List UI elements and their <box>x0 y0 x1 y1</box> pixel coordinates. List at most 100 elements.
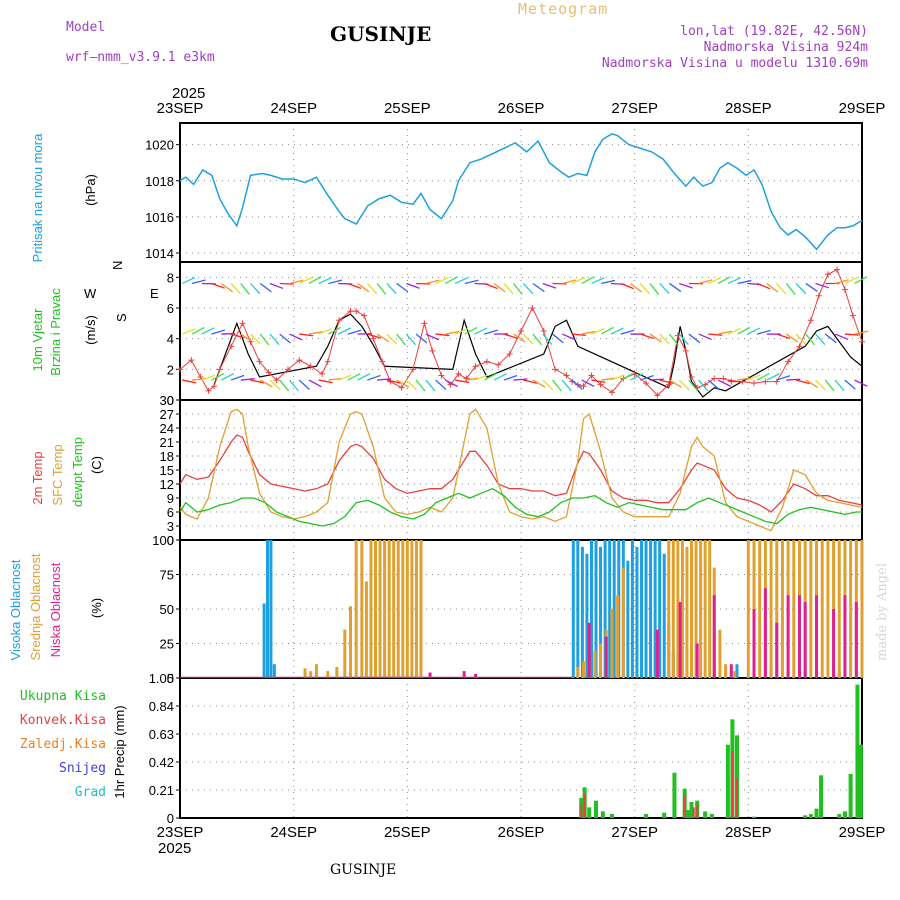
y-tick-label: 15 <box>160 463 174 478</box>
y-tick-label: 1016 <box>145 210 174 225</box>
cloud-bar <box>599 546 603 678</box>
wind-direction-arrow <box>289 333 303 341</box>
wind-speed-point <box>597 381 604 388</box>
wind-direction-arrow <box>785 333 799 343</box>
cloud-bar <box>685 546 689 678</box>
cloud-bar <box>396 540 400 678</box>
precip-bar <box>583 794 586 818</box>
wind-direction-arrow <box>844 333 859 336</box>
cloud-bar <box>474 673 478 678</box>
y-tick-label: 0.63 <box>149 727 174 742</box>
y-tick-label: 1014 <box>145 246 174 261</box>
wind-speed-point <box>472 363 479 370</box>
wind-direction-arrow <box>786 378 801 381</box>
wind-direction-arrow <box>289 279 304 285</box>
temp-unit-label: (C) <box>89 456 104 474</box>
precip-legend-item: Ukupna Kisa <box>20 689 106 704</box>
cloud-bar <box>820 540 824 678</box>
cloud-bar <box>582 661 586 678</box>
wind-direction-arrow <box>522 333 534 345</box>
wind-direction-arrow <box>776 283 787 295</box>
cloud-bar <box>374 540 378 678</box>
cloud-bar <box>326 671 330 678</box>
lonlat-label: lon,lat (19.82E, 42.56N) <box>680 24 868 39</box>
cloud-bar <box>599 643 603 678</box>
precip-unit-label: 1hr Precip (mm) <box>112 705 127 798</box>
wind-direction-arrow <box>678 379 690 391</box>
cloud-bar <box>854 602 858 678</box>
wind-direction-arrow <box>707 379 720 390</box>
cloud-bar <box>309 671 313 678</box>
page-title: GUSINJE <box>330 22 432 46</box>
wind-direction-arrow <box>474 374 488 381</box>
cloud-bar <box>803 602 807 678</box>
cloud-bar <box>410 540 414 678</box>
cloud-bar <box>832 609 836 678</box>
wind-speed-point <box>361 312 368 319</box>
wind-direction-arrow <box>279 379 290 392</box>
wind-direction-arrow <box>484 329 498 335</box>
wind-direction-arrow <box>688 333 701 344</box>
cloud-bar <box>383 540 387 678</box>
cloud-bar <box>653 540 657 678</box>
wind-gust-line <box>213 313 863 398</box>
wind-direction-arrow <box>513 333 526 343</box>
cloud-bar <box>735 664 739 678</box>
watermark: made by Angel <box>875 563 890 661</box>
pressure-side-label: Pritisak na nivou mora <box>30 133 45 262</box>
wind-direction-arrow <box>844 276 858 285</box>
precip-bar <box>662 812 667 818</box>
cloud-bar <box>676 540 680 678</box>
wind-direction-arrow <box>415 333 428 344</box>
compass-s: S <box>114 313 129 322</box>
y-tick-label: 75 <box>160 568 174 583</box>
wind-direction-arrow <box>201 327 215 335</box>
wind-direction-arrow <box>259 282 272 293</box>
cloud-bar <box>585 553 589 678</box>
wind-direction-arrow <box>201 374 216 381</box>
wind-direction-arrow <box>328 279 343 285</box>
wind-direction-arrow <box>220 282 233 293</box>
wind-direction-arrow <box>269 333 280 346</box>
wind-speed-point <box>228 343 235 350</box>
wind-direction-arrow <box>756 329 771 335</box>
wind-speed-point <box>398 384 405 391</box>
precip-bar <box>858 744 863 818</box>
cloud-bar <box>354 540 358 678</box>
wind-speed-point <box>796 343 803 350</box>
y-tick-label: 4 <box>167 332 174 347</box>
wind-direction-arrow <box>396 333 406 346</box>
wind-direction-arrow <box>805 282 818 292</box>
wind-direction-arrow <box>347 329 362 335</box>
x-tick-label-top: 24SEP <box>270 100 317 117</box>
wind-direction-arrow <box>464 377 479 381</box>
wind-direction-arrow <box>337 327 352 335</box>
wind-direction-arrow <box>727 379 742 383</box>
cloud-bar <box>639 540 643 678</box>
wind-direction-arrow <box>834 279 849 285</box>
wind-direction-arrow <box>435 333 450 337</box>
wind-direction-arrow <box>600 326 614 335</box>
wind-direction-arrow <box>366 283 378 295</box>
wind-direction-arrow <box>337 374 352 381</box>
wind-speed-point <box>841 286 848 293</box>
x-tick-label-top: 27SEP <box>611 100 658 117</box>
wind-direction-arrow <box>240 283 250 295</box>
precip-bar <box>731 751 734 818</box>
cloud-bar <box>630 540 634 678</box>
precip-bar <box>587 807 592 818</box>
y-tick-label: 0.42 <box>149 755 174 770</box>
wind-direction-arrow <box>405 379 417 391</box>
x-tick-label-bottom: 24SEP <box>270 824 317 841</box>
precip-bar <box>709 814 714 818</box>
wind-direction-arrow <box>211 329 226 335</box>
wind-side-label-2: Brzina i Pravac <box>48 288 63 376</box>
wind-direction-arrow <box>445 379 459 388</box>
wind-speed-point <box>751 380 758 387</box>
wind-direction-arrow <box>445 276 458 285</box>
model-name: wrf–nmm_v3.9.1 e3km <box>66 50 215 65</box>
wind-direction-arrow <box>805 333 816 346</box>
cloud-bar <box>349 606 352 678</box>
wind-direction-arrow <box>795 333 807 345</box>
cloud-bar <box>576 540 580 678</box>
